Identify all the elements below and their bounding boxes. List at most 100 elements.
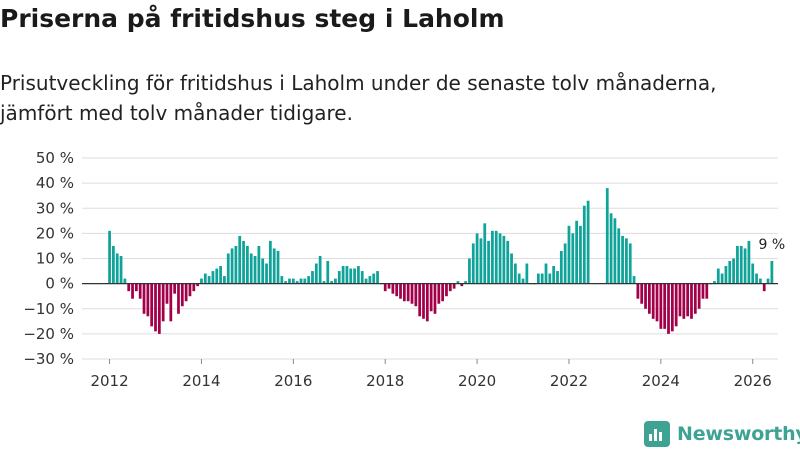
newsworthy-logo: Newsworthy	[644, 420, 800, 448]
bar	[341, 266, 345, 284]
bar	[456, 281, 460, 284]
bars	[108, 188, 774, 334]
bar	[364, 278, 368, 284]
bar	[552, 266, 556, 284]
bar	[108, 230, 111, 284]
bar	[678, 283, 682, 317]
bar	[483, 223, 487, 284]
bar	[134, 283, 138, 292]
bar	[655, 283, 659, 322]
bar	[487, 240, 490, 284]
bar	[180, 283, 184, 307]
bar	[399, 283, 402, 299]
y-tick-label: 0 %	[45, 275, 74, 293]
bar	[651, 283, 655, 319]
x-tick-label: 2014	[182, 372, 220, 390]
bar	[422, 283, 425, 319]
bar	[548, 273, 552, 284]
bar	[713, 281, 716, 284]
bar	[334, 278, 337, 284]
bar	[345, 266, 349, 284]
y-tick-label: 50 %	[36, 149, 74, 167]
bar	[640, 283, 644, 304]
bar	[357, 266, 360, 284]
bar	[510, 253, 513, 284]
bar	[295, 281, 299, 284]
bar	[410, 283, 414, 304]
bar	[697, 283, 701, 309]
bar	[211, 271, 215, 284]
bar	[739, 245, 743, 284]
bar	[452, 283, 456, 289]
bar	[724, 266, 728, 284]
x-tick-label: 2022	[550, 372, 588, 390]
bar	[288, 278, 291, 284]
bar	[138, 283, 142, 299]
bar	[372, 273, 376, 284]
bar	[690, 283, 693, 319]
y-tick-label: −30 %	[23, 350, 74, 368]
bar	[261, 258, 265, 284]
bar	[682, 283, 686, 319]
y-tick-label: 20 %	[36, 224, 74, 242]
bar	[330, 281, 333, 284]
bar	[219, 266, 222, 284]
bar	[747, 240, 751, 284]
bar	[418, 283, 422, 317]
bar	[284, 281, 288, 284]
bar	[234, 245, 238, 284]
bar	[112, 245, 115, 284]
bar	[272, 248, 276, 284]
bar	[303, 278, 307, 284]
bar	[586, 200, 590, 284]
bar	[636, 283, 640, 299]
bar	[406, 283, 410, 302]
bar	[617, 228, 621, 284]
bar	[605, 188, 609, 284]
bar	[177, 283, 180, 314]
bar	[498, 233, 502, 284]
bar	[556, 271, 559, 284]
bar	[238, 235, 242, 284]
bar	[448, 283, 452, 292]
bar	[425, 283, 429, 322]
bar	[115, 253, 119, 284]
x-tick-label: 2012	[90, 372, 128, 390]
bar	[762, 283, 766, 292]
bar	[674, 283, 678, 327]
bar	[513, 263, 517, 284]
bar	[755, 273, 758, 284]
bar	[613, 218, 617, 284]
bar	[165, 283, 169, 304]
bar	[203, 273, 207, 284]
bar	[628, 243, 632, 284]
bar	[475, 233, 479, 284]
bar	[621, 235, 624, 284]
bar	[582, 205, 586, 284]
bar	[468, 258, 471, 284]
bar	[142, 283, 146, 314]
bar	[196, 283, 199, 287]
bar	[265, 263, 268, 284]
bar	[464, 281, 467, 284]
y-tick-label: 30 %	[36, 199, 74, 217]
bar	[246, 245, 249, 284]
bar	[563, 243, 567, 284]
bar	[127, 283, 131, 292]
bar	[314, 263, 318, 284]
gridlines	[82, 157, 778, 360]
bar	[632, 276, 636, 284]
bar	[276, 250, 280, 284]
bar	[230, 248, 234, 284]
chart-title: Priserna på fritidshus steg i Laholm	[0, 4, 505, 33]
bar	[705, 283, 709, 299]
bar	[226, 253, 230, 284]
bar	[720, 273, 724, 284]
bar	[192, 283, 196, 292]
bar	[766, 278, 770, 284]
bar	[732, 258, 735, 284]
bar	[559, 250, 563, 284]
bar	[644, 283, 647, 309]
y-tick-label: 10 %	[36, 250, 74, 268]
